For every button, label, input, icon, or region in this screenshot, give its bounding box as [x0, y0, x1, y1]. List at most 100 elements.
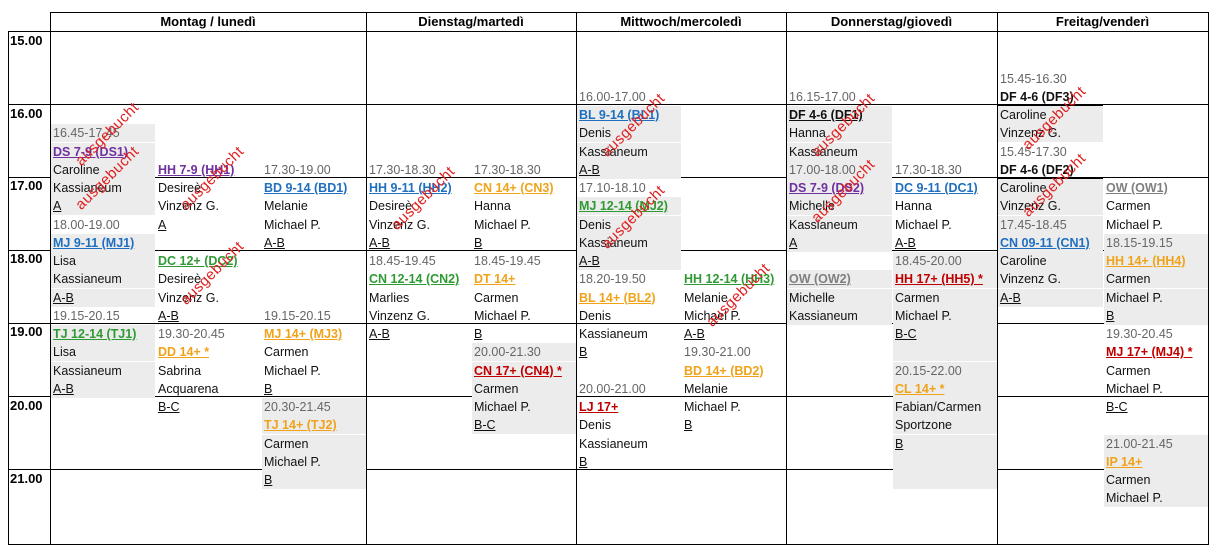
schedule-cell: 19.15-20.15 — [264, 308, 331, 323]
schedule-cell: Denis — [577, 215, 681, 234]
schedule-cell: Caroline — [998, 179, 1103, 197]
time-label-18: 18.00 — [10, 251, 43, 266]
schedule-cell: Melanie — [684, 381, 728, 396]
schedule-cell: Caroline — [998, 252, 1103, 270]
schedule-cell: Desireè — [158, 272, 202, 287]
schedule-cell: Vinzenz G. — [998, 197, 1103, 216]
schedule-cell: Denis — [579, 308, 611, 323]
schedule-cell: A — [51, 197, 155, 216]
grid-line — [786, 12, 787, 545]
day-header-tuesday: Dienstag/martedì — [418, 14, 524, 29]
schedule-cell: Sabrina — [158, 363, 202, 378]
schedule-cell: Caroline — [51, 160, 155, 179]
schedule-cell: Kassianeum — [51, 361, 155, 380]
schedule-cell: 16.45-17.45 — [51, 124, 155, 143]
schedule-cell: CN 14+ (CN3) — [474, 181, 554, 195]
schedule-cell: DS 7-9 (DS2) — [787, 179, 892, 197]
schedule-cell: DT 14+ — [474, 272, 516, 287]
schedule-cell: CL 14+ * — [893, 379, 997, 398]
schedule-cell: B — [579, 345, 588, 360]
day-header-monday: Montag / lunedì — [160, 14, 256, 29]
schedule-cell: HH 9-11 (HH2) — [369, 181, 452, 195]
schedule-cell: Michael P. — [264, 217, 321, 232]
schedule-cell: BL 14+ (BL2) — [579, 290, 656, 305]
schedule-cell — [893, 343, 997, 362]
schedule-cell: Michael P. — [474, 217, 531, 232]
schedule-cell: 16.00-17.00 — [579, 89, 646, 104]
schedule-cell: Vinzenz G. — [158, 290, 219, 305]
grid-line — [8, 469, 1209, 470]
grid-line — [576, 12, 577, 545]
schedule-cell: 17.30-18.30 — [369, 162, 436, 177]
schedule-cell: MJ 9-11 (MJ1) — [51, 233, 155, 252]
schedule-cell: B — [1104, 306, 1208, 325]
grid-line — [8, 544, 1209, 545]
schedule-cell: 19.30-21.00 — [684, 345, 751, 360]
schedule-cell: A-B — [369, 235, 390, 250]
schedule-cell: Lisa — [51, 252, 155, 270]
schedule-cell: 21.00-21.45 — [1104, 434, 1208, 453]
schedule-cell: A-B — [369, 327, 390, 341]
schedule-cell: HH 14+ (HH4) — [1104, 252, 1208, 270]
schedule-cell: HH 17+ (HH5) * — [893, 270, 997, 289]
schedule-cell: A-B — [684, 327, 705, 341]
schedule-cell: BD 14+ (BD2) — [684, 363, 764, 378]
schedule-cell: DD 14+ * — [158, 345, 210, 360]
time-label-16: 16.00 — [10, 106, 43, 121]
schedule-cell: 19.30-20.45 — [1106, 327, 1173, 341]
grid-line — [366, 12, 367, 545]
schedule-cell: LJ 17+ — [579, 400, 619, 414]
schedule-cell: A-B — [998, 288, 1103, 307]
schedule-cell: Vinzenz G. — [998, 270, 1103, 289]
grid-line — [997, 12, 998, 545]
time-label-17: 17.00 — [10, 178, 43, 193]
schedule-cell — [893, 471, 997, 489]
day-header-thursday: Donnerstag/giovedì — [830, 14, 953, 29]
schedule-cell: Michael P. — [474, 308, 531, 323]
schedule-cell: A-B — [51, 379, 155, 398]
schedule-cell: Carmen — [1104, 270, 1208, 289]
schedule-cell: Hanna — [895, 199, 932, 214]
schedule-cell: Kassianeum — [787, 306, 892, 325]
schedule-cell: A — [787, 233, 892, 252]
time-label-15: 15.00 — [10, 33, 43, 48]
schedule-cell: Denis — [577, 124, 681, 143]
schedule-cell: Carmen — [1104, 471, 1208, 489]
schedule-cell: Carmen — [474, 290, 519, 305]
grid-line — [1208, 12, 1209, 545]
schedule-cell: Michael P. — [1104, 288, 1208, 307]
schedule-cell: BL 9-14 (BL1) — [577, 106, 681, 124]
schedule-cell: Michelle — [787, 288, 892, 307]
schedule-cell: CN 12-14 (CN2) — [369, 272, 460, 287]
schedule-cell: 17.30-18.30 — [474, 162, 541, 177]
schedule-cell: 20.30-21.45 — [262, 398, 366, 416]
schedule-cell: B-C — [158, 400, 180, 414]
schedule-cell: B — [579, 454, 588, 469]
grid-line — [8, 31, 9, 545]
schedule-cell: Carmen — [893, 288, 997, 307]
schedule-cell: Kassianeum — [787, 215, 892, 234]
schedule-cell: A-B — [577, 160, 681, 179]
time-label-20: 20.00 — [10, 398, 43, 413]
schedule-cell: Michael P. — [1104, 489, 1208, 508]
schedule-cell: 16.15-17.00 — [789, 89, 856, 104]
schedule-cell: B — [684, 418, 693, 433]
schedule-cell: Melanie — [264, 199, 308, 214]
schedule-cell: Kassianeum — [51, 179, 155, 197]
schedule-cell: Carmen — [472, 379, 576, 398]
schedule-cell: Vinzenz G. — [369, 308, 430, 323]
schedule-cell: Desireè — [369, 199, 413, 214]
schedule-cell: Lisa — [51, 343, 155, 362]
schedule-cell: Michael P. — [893, 306, 997, 325]
schedule-cell: CN 17+ (CN4) * — [472, 361, 576, 380]
schedule-cell: Michael P. — [262, 452, 366, 471]
schedule-cell: Carmen — [264, 345, 309, 360]
schedule-cell: B — [474, 327, 483, 341]
schedule-cell: HH 7-9 (HH1) — [158, 162, 235, 177]
schedule-cell: CN 09-11 (CN1) — [998, 233, 1103, 252]
schedule-cell: Kassianeum — [577, 142, 681, 161]
schedule-cell: B-C — [472, 416, 576, 435]
schedule-cell: Kassianeum — [579, 327, 648, 341]
schedule-cell: B — [474, 235, 483, 250]
